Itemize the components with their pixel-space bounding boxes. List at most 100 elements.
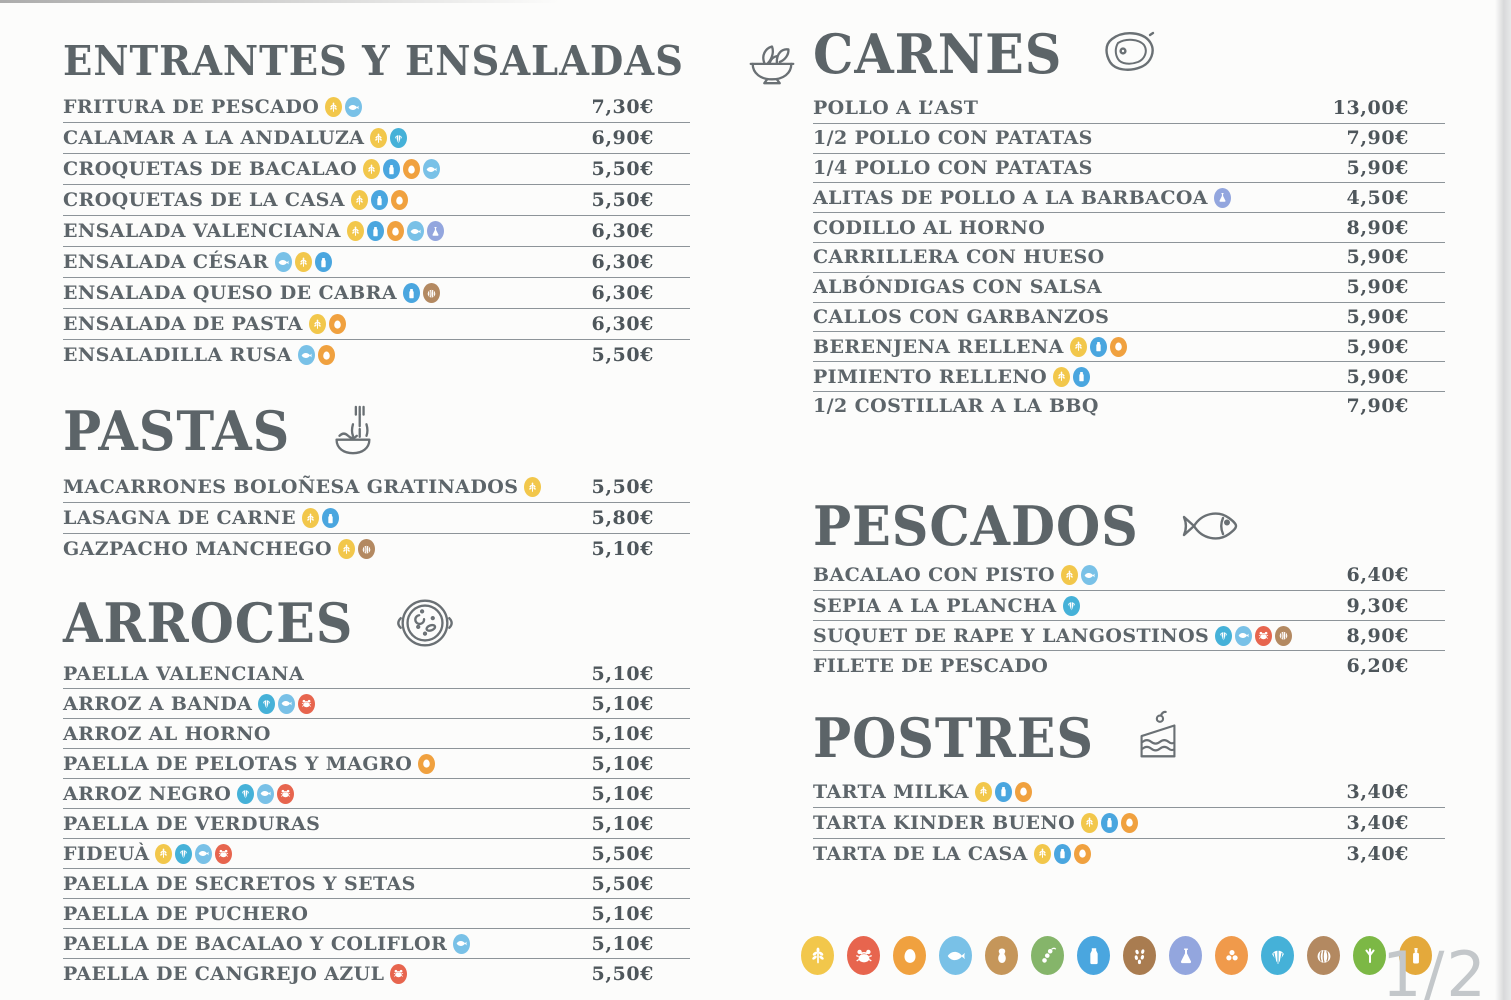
menu-item-list: BACALAO CON PISTO 6,40€ SEPIA A LA PLANCHA… (813, 561, 1445, 681)
allergen-molluscs-icon (390, 128, 408, 148)
menu-item-price: 5,80€ (591, 507, 654, 529)
section-header: PESCADOS (813, 495, 1445, 557)
menu-item-price: 5,50€ (591, 344, 654, 366)
menu-item-name: FRITURA DE PESCADO (63, 96, 320, 118)
menu-item-price: 6,30€ (591, 251, 654, 273)
menu-item-name: PAELLA DE VERDURAS (63, 812, 321, 835)
menu-item: ARROZ A BANDA 5,10€ (63, 689, 690, 719)
allergen-crustaceans-icon (215, 843, 233, 864)
section-header: ENTRANTES Y ENSALADAS (63, 36, 794, 86)
allergen-eggs-icon (893, 936, 926, 975)
menu-item-allergens (402, 283, 440, 303)
menu-item-name: PAELLA DE CANGREJO AZUL (63, 962, 385, 985)
menu-item-price: 6,20€ (1346, 654, 1409, 677)
section-title: CARNES (813, 22, 1063, 86)
allergen-milk-icon (383, 159, 401, 179)
menu-item-allergens (325, 97, 363, 117)
cake-slice-icon (1132, 710, 1184, 766)
allergen-gluten-icon (294, 252, 312, 272)
allergen-fish-icon (274, 252, 292, 272)
menu-item-list: FRITURA DE PESCADO 7,30€ CALAMAR A LA ANDA… (63, 92, 690, 370)
allergen-gluten-icon (302, 508, 319, 528)
menu-item-price: 5,10€ (591, 782, 654, 805)
menu-item-allergens (1215, 625, 1293, 646)
menu-item-price: 5,90€ (1346, 156, 1409, 179)
allergen-milk-icon (1053, 843, 1071, 864)
menu-item: SUQUET DE RAPE Y LANGOSTINOS 8,90€ (813, 621, 1445, 652)
allergen-eggs-icon (1109, 336, 1127, 357)
allergen-gluten-icon (370, 128, 388, 148)
allergen-eggs-icon (1121, 812, 1139, 833)
allergen-celery-icon (1353, 936, 1386, 975)
menu-item: FIDEUÀ 5,50€ (63, 839, 690, 869)
menu-item-name: CALLOS CON GARBANZOS (813, 305, 1110, 328)
menu-item-allergens (350, 190, 408, 210)
allergen-nuts-icon (1275, 625, 1293, 646)
menu-item: PAELLA DE SECRETOS Y SETAS 5,50€ (63, 869, 690, 899)
menu-item-name: PAELLA DE SECRETOS Y SETAS (63, 872, 416, 895)
menu-item: FRITURA DE PESCADO 7,30€ (63, 92, 690, 123)
menu-item-allergens (302, 508, 339, 528)
menu-item-name: ARROZ AL HORNO (63, 722, 271, 745)
allergen-eggs-icon (418, 753, 436, 774)
menu-item-price: 6,30€ (591, 313, 654, 335)
menu-item: CODILLO AL HORNO 8,90€ (813, 213, 1445, 243)
menu-item-name: ARROZ A BANDA (63, 692, 253, 715)
menu-item-name: ARROZ NEGRO (63, 782, 232, 805)
allergen-crustaceans-icon (298, 693, 316, 714)
menu-item: MACARRONES BOLOÑESA GRATINADOS 5,50€ (63, 472, 690, 503)
menu-item-allergens (237, 783, 295, 804)
menu-item: BERENJENA RELLENA 5,90€ (813, 332, 1445, 363)
allergen-legend (801, 936, 1432, 975)
menu-item: PAELLA DE PUCHERO 5,10€ (63, 899, 690, 929)
menu-item-price: 5,50€ (591, 962, 654, 985)
menu-item: 1/2 POLLO CON PATATAS 7,90€ (813, 124, 1445, 154)
menu-item-price: 5,90€ (1346, 276, 1409, 299)
menu-item: ENSALADA DE PASTA 6,30€ (63, 309, 690, 340)
allergen-fish-icon (406, 221, 424, 241)
section-title: PESCADOS (813, 493, 1139, 558)
menu-item-name: POLLO A L’AST (813, 97, 979, 120)
section-header: POSTRES (813, 707, 1445, 769)
menu-item-name: SEPIA A LA PLANCHA (813, 594, 1057, 617)
menu-item-price: 6,30€ (591, 220, 654, 242)
allergen-milk-icon (1089, 336, 1107, 357)
menu-item-price: 5,10€ (591, 722, 654, 745)
menu-item-allergens (974, 781, 1032, 802)
allergen-gluten-icon (1033, 843, 1051, 864)
menu-item-allergens (1081, 812, 1139, 833)
allergen-gluten-icon (524, 477, 542, 497)
allergen-molluscs-icon (237, 783, 255, 804)
allergen-fish-icon (1080, 565, 1098, 586)
allergen-nuts-icon (358, 539, 375, 559)
menu-item-name: CODILLO AL HORNO (813, 216, 1046, 239)
menu-item-name: 1/2 COSTILLAR A LA BBQ (813, 395, 1099, 418)
menu-item-name: ALBÓNDIGAS CON SALSA (813, 276, 1103, 299)
menu-item-allergens (363, 159, 441, 179)
allergen-molluscs-icon (258, 693, 276, 714)
menu-item-list: PAELLA VALENCIANA 5,10€ ARROZ A BANDA 5,10€… (63, 659, 690, 988)
menu-item: 1/2 COSTILLAR A LA BBQ 7,90€ (813, 392, 1445, 421)
menu-item: TARTA MILKA 3,40€ (813, 777, 1445, 808)
menu-item-list: TARTA MILKA 3,40€ TARTA KINDER BUENO 3,40€ T… (813, 777, 1445, 869)
allergen-milk-icon (1073, 366, 1091, 387)
menu-item-allergens (155, 843, 233, 864)
allergen-crustaceans-icon (390, 963, 408, 984)
menu-item-name: PAELLA DE PUCHERO (63, 902, 309, 925)
allergen-nuts-icon (422, 283, 440, 303)
menu-item-name: PIMIENTO RELLENO (813, 365, 1048, 388)
menu-item-price: 6,40€ (1346, 564, 1409, 587)
menu-item-list: MACARRONES BOLOÑESA GRATINADOS 5,50€ LASAG… (63, 472, 690, 564)
allergen-sulphites-icon (426, 221, 444, 241)
allergen-milk-icon (1101, 812, 1119, 833)
section-header: PASTAS (63, 400, 690, 462)
allergen-crustaceans-icon (277, 783, 295, 804)
menu-item-allergens (1213, 187, 1231, 208)
menu-item-name: PAELLA VALENCIANA (63, 662, 305, 685)
allergen-eggs-icon (1014, 781, 1032, 802)
menu-item: 1/4 POLLO CON PATATAS 5,90€ (813, 154, 1445, 184)
fish-icon (1180, 504, 1244, 548)
allergen-nuts-icon (1307, 936, 1340, 975)
menu-section-pastas: PASTAS MACARRONES BOLOÑESA GRATINADOS 5,50… (63, 400, 690, 564)
allergen-fish-icon (195, 843, 213, 864)
